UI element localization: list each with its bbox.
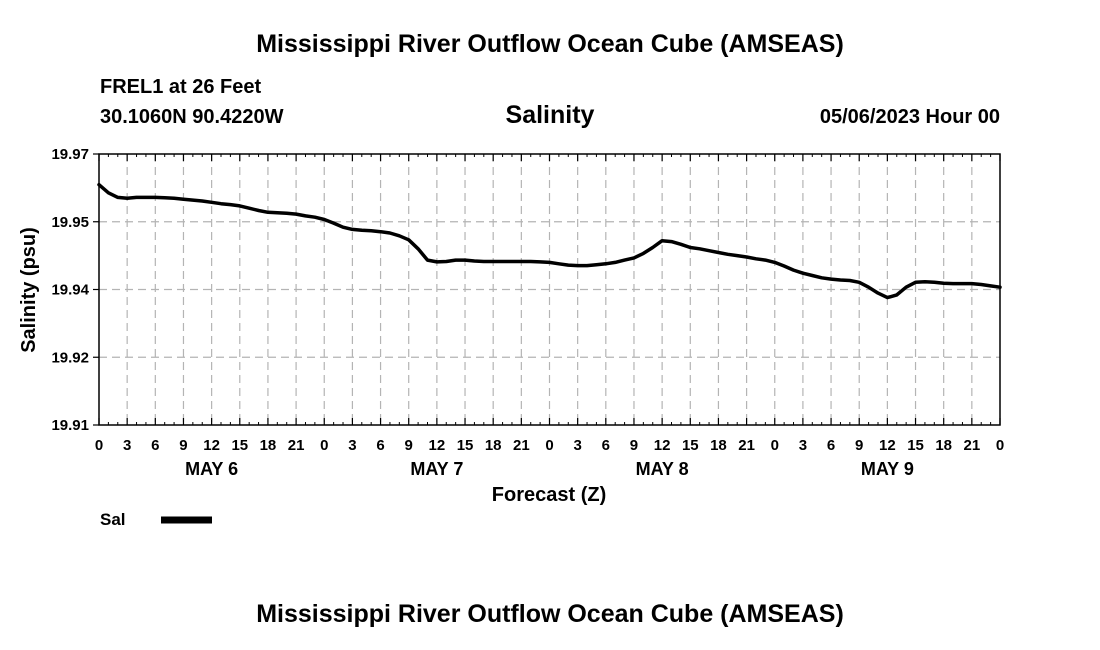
x-tick-label: 3 [573,437,581,454]
x-tick-label: 18 [485,437,502,454]
station-label: FREL1 at 26 Feet [100,76,262,98]
x-tick-label: 12 [654,437,671,454]
x-tick-label: 15 [231,437,248,454]
x-tick-label: 0 [996,437,1004,454]
x-tick-label: 18 [935,437,952,454]
x-tick-label: 9 [855,437,863,454]
axis-ticks [93,153,1001,426]
x-tick-label: 12 [879,437,896,454]
x-tick-label: 6 [602,437,610,454]
x-day-label: MAY 7 [410,459,463,479]
chart-title: Salinity [505,101,595,129]
salinity-series-line [97,182,1002,300]
x-tick-label: 3 [799,437,807,454]
y-tick-label: 19.95 [51,214,89,231]
y-tick-label: 19.94 [51,282,89,299]
x-tick-label: 0 [95,437,103,454]
x-tick-label: 3 [123,437,131,454]
x-day-label: MAY 6 [185,459,238,479]
forecast-datetime: 05/06/2023 Hour 00 [819,106,1000,128]
x-tick-label: 9 [405,437,413,454]
x-tick-label: 15 [457,437,474,454]
grid-lines [99,154,1000,425]
x-tick-label: 12 [203,437,220,454]
x-tick-label: 21 [513,437,530,454]
y-axis-title: Salinity (psu) [18,227,40,353]
legend-label-sal: Sal [100,510,126,529]
y-tick-label: 19.91 [51,417,89,434]
x-tick-label: 18 [260,437,277,454]
x-axis-title: Forecast (Z) [492,484,606,506]
axis-labels: 0 3 6 9 12 15 18 21 0 3 6 9 12 15 18 21 0 3 6 9 12 15 18 21 0 3 6 9… [51,146,1004,479]
x-tick-label: 3 [348,437,356,454]
x-tick-label: 15 [682,437,699,454]
x-tick-label: 0 [320,437,328,454]
x-tick-label: 0 [771,437,779,454]
y-tick-label: 19.97 [51,146,89,163]
x-tick-label: 15 [907,437,924,454]
x-tick-label: 21 [738,437,755,454]
x-tick-label: 6 [151,437,159,454]
x-tick-label: 21 [288,437,305,454]
figure-title-bottom: Mississippi River Outflow Ocean Cube (AM… [256,600,844,628]
legend: Sal [100,510,212,529]
x-day-label: MAY 8 [636,459,689,479]
coordinates-label: 30.1060N 90.4220W [100,106,284,128]
x-tick-label: 6 [827,437,835,454]
x-tick-label: 9 [179,437,187,454]
y-tick-label: 19.92 [51,349,89,366]
x-tick-label: 0 [545,437,553,454]
x-tick-label: 6 [376,437,384,454]
x-tick-label: 9 [630,437,638,454]
x-tick-label: 18 [710,437,727,454]
x-tick-label: 21 [964,437,981,454]
x-tick-label: 12 [429,437,446,454]
x-day-label: MAY 9 [861,459,914,479]
figure-title: Mississippi River Outflow Ocean Cube (AM… [256,30,844,58]
